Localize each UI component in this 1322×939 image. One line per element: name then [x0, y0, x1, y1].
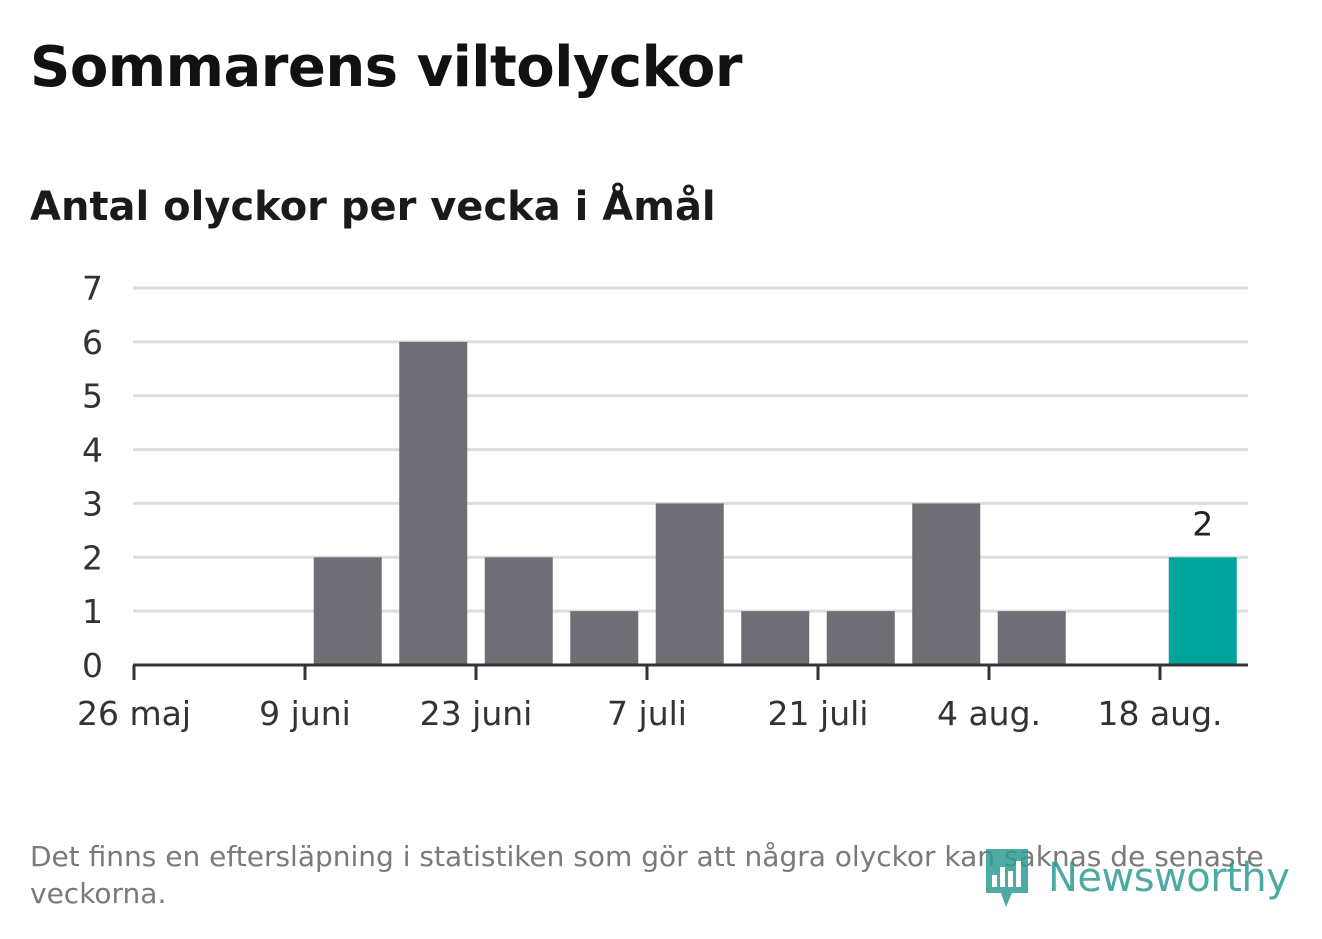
- x-tick-label: 7 juli: [607, 694, 687, 733]
- y-tick-label: 2: [82, 538, 103, 577]
- footnote: Det finns en eftersläpning i statistiken…: [30, 840, 1264, 910]
- bar: [313, 557, 382, 665]
- x-tick-label: 4 aug.: [937, 694, 1041, 733]
- y-tick-label: 5: [82, 377, 103, 416]
- y-tick-label: 0: [82, 646, 103, 685]
- x-tick-label: 23 juni: [420, 694, 533, 733]
- bar: [484, 557, 553, 665]
- y-tick-label: 4: [82, 431, 103, 470]
- chart-subtitle: Antal olyckor per vecka i Åmål: [30, 184, 716, 230]
- bar: [1168, 557, 1237, 665]
- bar: [741, 611, 810, 665]
- y-tick-label: 3: [82, 484, 103, 523]
- y-tick-label: 1: [82, 592, 103, 631]
- bar-chart-speech-bubble-icon: [986, 849, 1028, 907]
- chart-title: Sommarens viltolyckor: [30, 35, 742, 100]
- x-tick-label: 26 maj: [77, 694, 191, 733]
- data-label: 2: [1192, 504, 1213, 543]
- logo-text: Newsworthy: [1048, 855, 1290, 901]
- bar: [655, 503, 724, 665]
- bar: [570, 611, 639, 665]
- bar: [912, 503, 981, 665]
- bar: [399, 341, 468, 665]
- newsworthy-logo: Newsworthy: [982, 845, 1302, 911]
- bar: [826, 611, 895, 665]
- y-tick-label: 6: [82, 323, 103, 362]
- bar-chart: 0 1 2 3 4 5 6 7 2 26 maj 9 juni 23 juni 7 juli 21 jul…: [77, 269, 1248, 733]
- y-tick-label: 7: [82, 269, 103, 308]
- x-tick-label: 9 juni: [259, 694, 351, 733]
- bar: [997, 611, 1066, 665]
- x-tick-label: 21 juli: [768, 694, 869, 733]
- x-tick-label: 18 aug.: [1097, 694, 1222, 733]
